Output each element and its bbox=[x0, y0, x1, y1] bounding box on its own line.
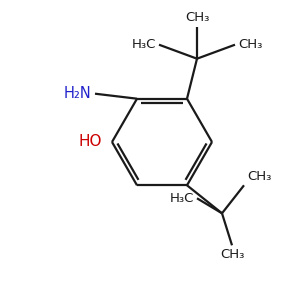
Text: H₂N: H₂N bbox=[63, 86, 91, 101]
Text: CH₃: CH₃ bbox=[185, 11, 209, 24]
Text: CH₃: CH₃ bbox=[220, 248, 244, 261]
Text: H₃C: H₃C bbox=[132, 38, 156, 51]
Text: H₃C: H₃C bbox=[169, 192, 194, 205]
Text: CH₃: CH₃ bbox=[238, 38, 262, 51]
Text: HO: HO bbox=[79, 134, 102, 149]
Text: CH₃: CH₃ bbox=[247, 170, 272, 183]
